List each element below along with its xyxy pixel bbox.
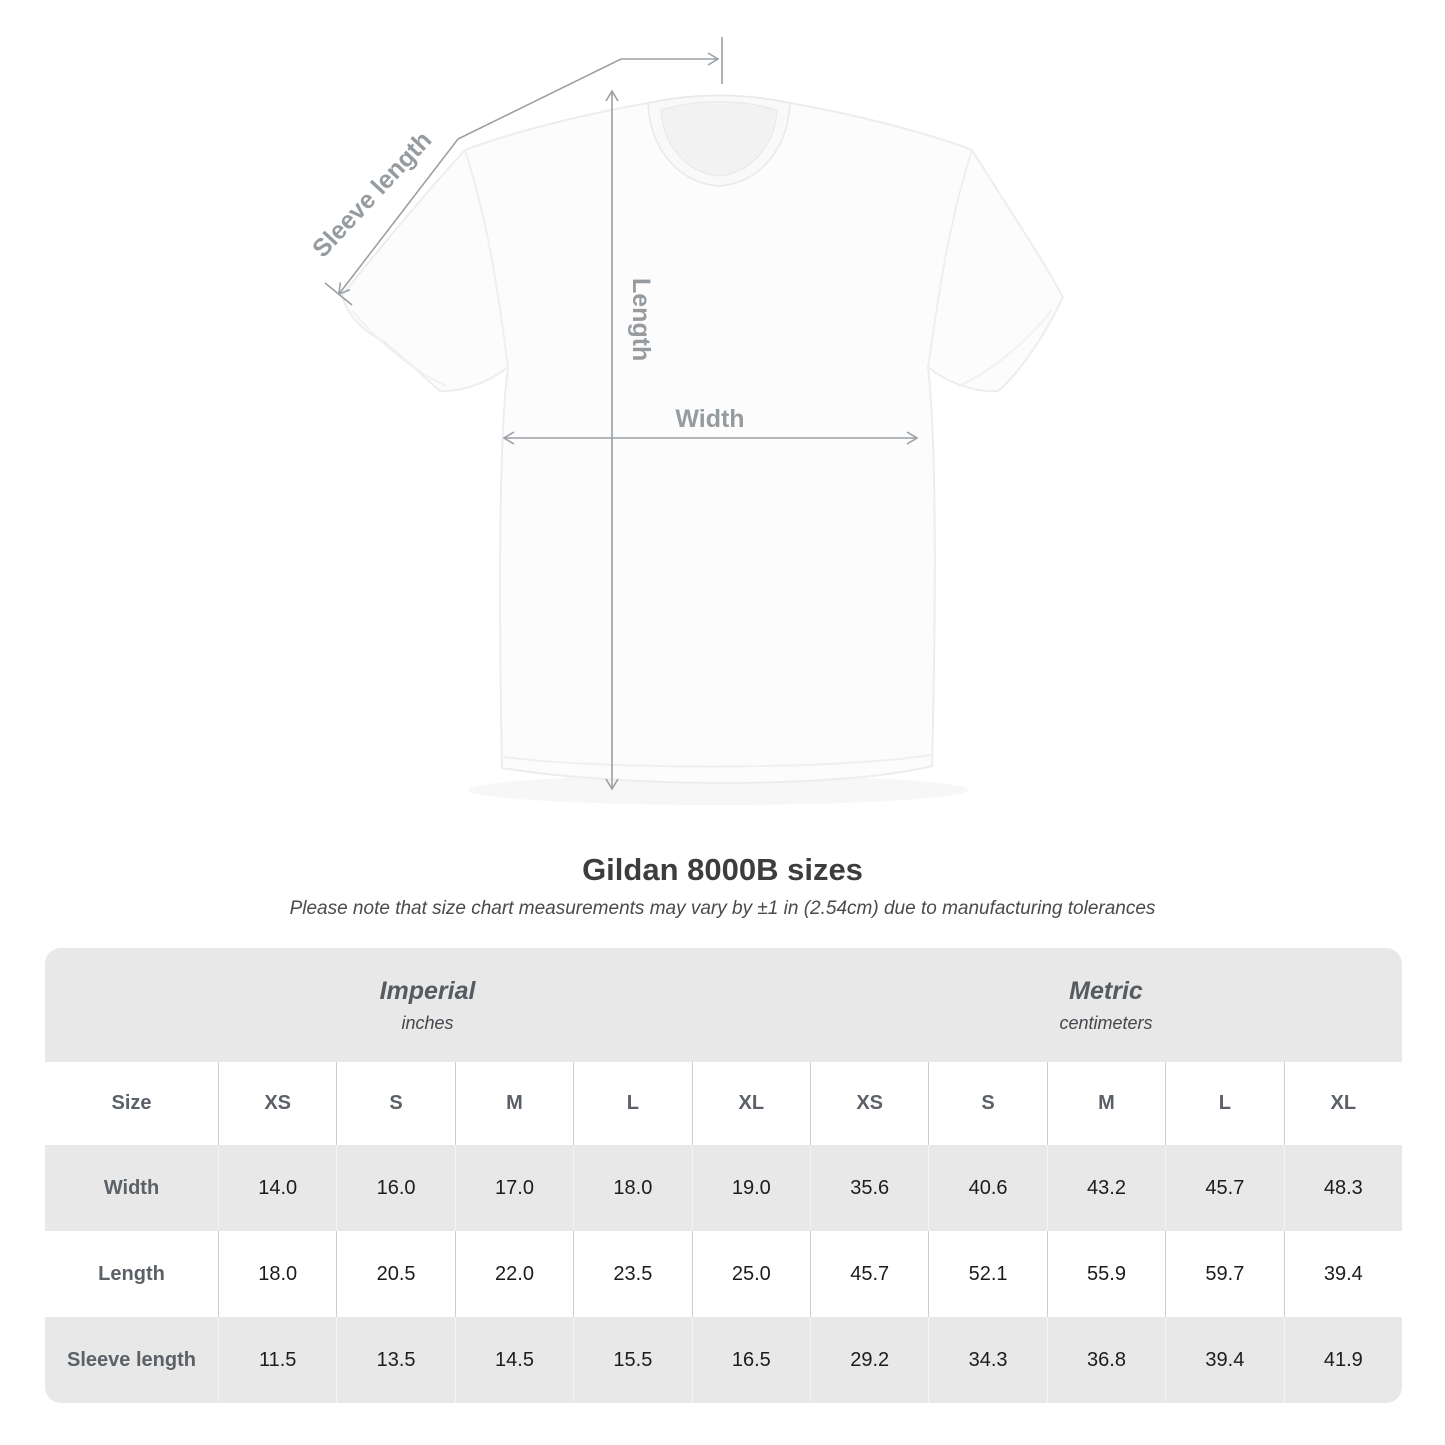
size-header-metric-s: S [928, 1062, 1046, 1145]
width-metric-m: 43.2 [1046, 1145, 1165, 1231]
sleeve-metric-l: 39.4 [1165, 1317, 1283, 1403]
unit-header-row: Imperial inches Metric centimeters [45, 948, 1402, 1062]
table-row-sleeve-length: Sleeve length 11.5 13.5 14.5 15.5 16.5 2… [45, 1317, 1402, 1403]
length-metric-l: 59.7 [1165, 1231, 1283, 1317]
length-metric-s: 52.1 [928, 1231, 1046, 1317]
width-imperial-xs: 14.0 [218, 1145, 336, 1231]
size-header-imperial-s: S [336, 1062, 454, 1145]
width-metric-l: 45.7 [1165, 1145, 1283, 1231]
length-metric-xl: 39.4 [1283, 1231, 1402, 1317]
sleeve-metric-s: 34.3 [928, 1317, 1046, 1403]
size-header-metric-l: L [1165, 1062, 1283, 1145]
sleeve-length-arrow [338, 52, 720, 296]
length-imperial-s: 20.5 [336, 1231, 454, 1317]
measurement-lines [324, 37, 919, 791]
imperial-sublabel: inches [401, 1012, 454, 1033]
length-imperial-m: 22.0 [454, 1231, 573, 1317]
row-label: Sleeve length [67, 1348, 196, 1371]
sleeve-imperial-xl: 16.5 [691, 1317, 810, 1403]
tshirt-measurement-diagram: Sleeve length Length Width [306, 37, 1064, 805]
width-label: Width [675, 405, 744, 433]
page-title: Gildan 8000B sizes [582, 852, 863, 887]
sleeve-metric-xl: 41.9 [1283, 1317, 1402, 1403]
width-imperial-l: 18.0 [573, 1145, 691, 1231]
size-header-metric-xl: XL [1283, 1062, 1402, 1145]
length-metric-xs: 45.7 [810, 1231, 928, 1317]
sleeve-imperial-s: 13.5 [336, 1317, 454, 1403]
width-metric-s: 40.6 [928, 1145, 1046, 1231]
length-imperial-l: 23.5 [573, 1231, 691, 1317]
length-imperial-xs: 18.0 [218, 1231, 336, 1317]
size-column-header: Size [111, 1092, 152, 1114]
length-metric-m: 55.9 [1046, 1231, 1165, 1317]
metric-sublabel: centimeters [1059, 1012, 1153, 1033]
sleeve-metric-m: 36.8 [1046, 1317, 1165, 1403]
size-header-metric-xs: XS [810, 1062, 928, 1145]
imperial-header: Imperial inches [45, 948, 810, 1062]
size-header-imperial-xs: XS [218, 1062, 336, 1145]
width-imperial-s: 16.0 [336, 1145, 454, 1231]
sleeve-imperial-l: 15.5 [573, 1317, 691, 1403]
table-row-length: Length 18.0 20.5 22.0 23.5 25.0 45.7 52.… [45, 1231, 1402, 1317]
width-metric-xl: 48.3 [1283, 1145, 1402, 1231]
width-imperial-xl: 19.0 [691, 1145, 810, 1231]
sleeve-imperial-xs: 11.5 [218, 1317, 336, 1403]
size-header-imperial-xl: XL [691, 1062, 810, 1145]
tshirt-diagram-svg: Sleeve length Length Width [306, 37, 1064, 805]
sleeve-end-tick [324, 282, 353, 306]
width-metric-xs: 35.6 [810, 1145, 928, 1231]
tshirt-graphic [341, 94, 1064, 784]
size-header-row: Size XS S M L XL XS S M L XL [45, 1062, 1402, 1145]
length-label: Length [627, 278, 655, 361]
sleeve-metric-xs: 29.2 [810, 1317, 928, 1403]
shirt-shadow [468, 775, 968, 805]
length-imperial-xl: 25.0 [691, 1231, 810, 1317]
metric-header: Metric centimeters [810, 948, 1402, 1062]
size-table: Imperial inches Metric centimeters Size … [45, 948, 1402, 1403]
width-imperial-m: 17.0 [454, 1145, 573, 1231]
row-label: Width [103, 1176, 160, 1199]
size-header-imperial-l: L [573, 1062, 691, 1145]
table-row-width: Width 14.0 16.0 17.0 18.0 19.0 35.6 40.6… [45, 1145, 1402, 1231]
size-header-metric-m: M [1046, 1062, 1165, 1145]
size-header-imperial-m: M [454, 1062, 573, 1145]
metric-label: Metric [1069, 976, 1143, 1005]
imperial-label: Imperial [379, 976, 476, 1005]
sleeve-imperial-m: 14.5 [454, 1317, 573, 1403]
row-label: Length [98, 1262, 165, 1285]
tolerance-note: Please note that size chart measurements… [289, 898, 1156, 919]
